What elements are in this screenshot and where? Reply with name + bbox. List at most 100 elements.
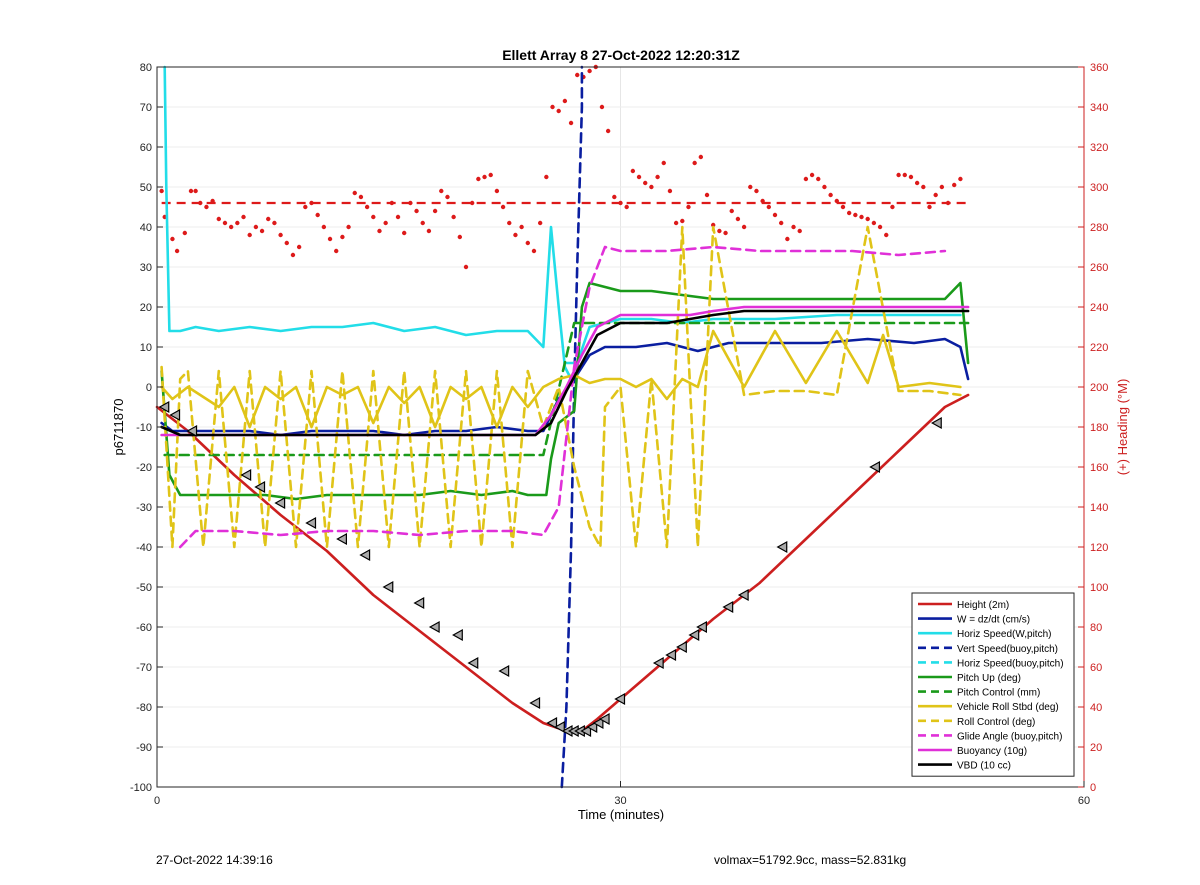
y2-tick-label: 120 xyxy=(1090,542,1108,554)
heading-point xyxy=(383,220,388,226)
heading-point xyxy=(266,216,271,222)
heading-point xyxy=(210,198,215,204)
height-marker xyxy=(722,600,734,614)
y2-axis-label: (+) Heading (°M) xyxy=(1115,379,1130,476)
heading-point xyxy=(871,220,877,226)
heading-point xyxy=(371,214,376,220)
heading-point xyxy=(352,190,357,196)
heading-point xyxy=(389,200,395,206)
heading-point xyxy=(735,216,741,222)
heading-point xyxy=(340,234,345,240)
heading-point xyxy=(519,224,524,230)
y2-tick-label: 280 xyxy=(1090,222,1108,234)
heading-point xyxy=(188,188,194,194)
heading-point xyxy=(395,214,401,220)
height-marker xyxy=(240,468,252,482)
heading-point xyxy=(599,104,605,110)
height-marker xyxy=(546,716,558,730)
y-tick-label: -70 xyxy=(136,662,152,674)
heading-point xyxy=(680,218,685,224)
heading-point xyxy=(315,212,320,218)
series-line xyxy=(160,309,970,437)
heading-point xyxy=(426,228,432,234)
height-marker xyxy=(665,648,677,662)
heading-point xyxy=(890,204,895,210)
heading-point xyxy=(272,220,277,226)
height-marker xyxy=(676,640,687,654)
heading-point xyxy=(908,174,914,180)
heading-point xyxy=(816,176,821,182)
heading-point xyxy=(568,120,574,126)
heading-point xyxy=(278,232,283,238)
y-axis-label: p6711870 xyxy=(111,399,126,456)
height-marker xyxy=(169,408,181,422)
y-tick-label: 10 xyxy=(140,342,152,354)
y-tick-label: 20 xyxy=(140,302,152,314)
legend-label: Horiz Speed(W,pitch) xyxy=(957,629,1051,640)
series-line xyxy=(155,393,970,733)
y-tick-label: -30 xyxy=(136,502,152,514)
heading-series xyxy=(159,64,969,270)
heading-point xyxy=(159,188,164,194)
heading-point xyxy=(958,176,963,182)
heading-point xyxy=(377,228,382,234)
heading-point xyxy=(884,232,889,238)
height-marker xyxy=(737,588,749,602)
heading-point xyxy=(853,212,858,218)
heading-point xyxy=(445,194,450,200)
heading-point xyxy=(933,192,938,198)
heading-point xyxy=(414,208,419,214)
legend-label: Horiz Speed(buoy,pitch) xyxy=(957,658,1064,669)
y2-tick-label: 0 xyxy=(1090,782,1096,794)
heading-point xyxy=(828,192,833,198)
heading-point xyxy=(754,188,759,194)
heading-point xyxy=(803,176,809,182)
heading-point xyxy=(513,232,518,238)
y-tick-label: 80 xyxy=(140,62,152,74)
legend-label: Vehicle Roll Stbd (deg) xyxy=(957,702,1059,713)
x-axis-label: Time (minutes) xyxy=(578,807,664,822)
heading-point xyxy=(698,154,704,160)
heading-point xyxy=(575,72,580,78)
heading-point xyxy=(711,222,716,228)
heading-point xyxy=(717,228,722,234)
heading-point xyxy=(729,208,734,214)
footer-vehicle-info: volmax=51792.9cc, mass=52.831kg xyxy=(714,853,907,867)
y-tick-label: 50 xyxy=(140,182,152,194)
y-tick-label: -100 xyxy=(130,782,152,794)
y-tick-label: 0 xyxy=(146,382,152,394)
heading-point xyxy=(772,212,778,218)
series-line xyxy=(178,245,947,549)
y2-tick-label: 240 xyxy=(1090,302,1108,314)
heading-point xyxy=(174,248,180,254)
heading-point xyxy=(402,230,407,236)
legend-label: Buoyancy (10g) xyxy=(957,746,1027,757)
series-line xyxy=(163,321,970,457)
heading-point xyxy=(630,168,636,174)
heading-point xyxy=(636,174,642,180)
heading-point xyxy=(358,194,364,200)
heading-point xyxy=(507,220,512,226)
heading-point xyxy=(902,172,907,178)
heading-point xyxy=(296,244,302,250)
legend-label: Glide Angle (buoy,pitch) xyxy=(957,731,1062,742)
height-marker xyxy=(554,720,565,734)
heading-point xyxy=(290,252,296,258)
heading-point xyxy=(945,200,951,206)
y-tick-label: -40 xyxy=(136,542,152,554)
heading-point xyxy=(222,220,228,226)
heading-point xyxy=(939,184,945,190)
y2-tick-label: 160 xyxy=(1090,462,1108,474)
heading-point xyxy=(741,224,747,230)
heading-point xyxy=(364,204,370,210)
height-marker xyxy=(274,496,286,510)
legend-label: Height (2m) xyxy=(957,600,1009,611)
height-marker xyxy=(580,724,592,738)
height-marker xyxy=(652,656,664,670)
heading-point xyxy=(204,204,209,210)
heading-point xyxy=(809,172,815,178)
heading-point xyxy=(247,232,252,238)
heading-point xyxy=(170,236,175,242)
heading-point xyxy=(235,220,240,226)
